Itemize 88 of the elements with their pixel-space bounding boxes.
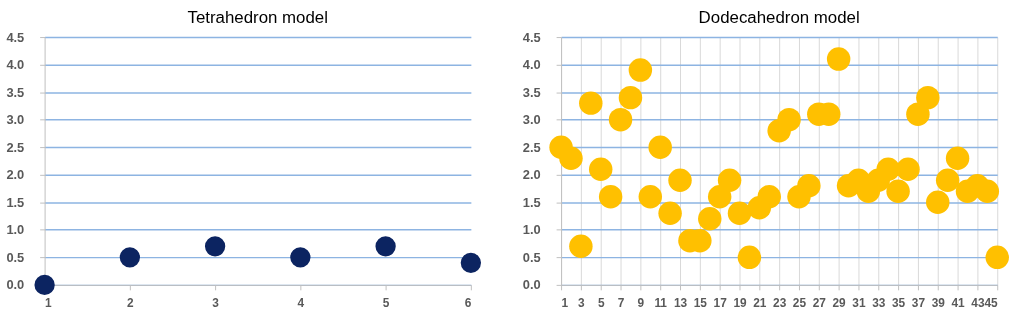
x-tick-label: 23	[773, 296, 787, 311]
x-tick-label: 2	[127, 296, 135, 311]
y-tick-label: 1.0	[522, 222, 541, 238]
point	[290, 247, 311, 268]
x-tick-label: 41	[951, 296, 966, 311]
y-tick-label: 1.5	[522, 194, 541, 210]
y-tick-label: 3.0	[522, 112, 541, 128]
point	[777, 107, 801, 132]
point	[375, 236, 396, 257]
x-tick-label: 5	[597, 296, 605, 311]
point	[985, 245, 1009, 270]
x-tick-label: 39	[931, 296, 946, 311]
x-tick-label: 33	[872, 296, 886, 311]
x-tick-label: 25	[792, 296, 807, 311]
x-tick-label: 29	[832, 296, 847, 311]
y-tick-label: 2.0	[6, 167, 25, 183]
y-tick-label: 3.5	[522, 84, 541, 100]
x-tick-label: 9	[637, 296, 645, 311]
point	[460, 252, 482, 273]
chart-title: Tetrahedron model	[187, 8, 328, 28]
point	[204, 236, 226, 257]
point	[628, 58, 653, 82]
point	[588, 157, 613, 181]
point	[935, 168, 960, 192]
x-tick-label: 17	[713, 296, 728, 311]
x-tick-label: 1	[561, 296, 569, 311]
x-tick-label: 15	[693, 296, 708, 311]
y-tick-label: 3.5	[6, 84, 25, 100]
point	[727, 201, 752, 225]
y-tick-label: 0.0	[6, 277, 25, 293]
point	[579, 91, 603, 115]
point	[34, 274, 55, 296]
y-tick-label: 4.5	[522, 29, 541, 45]
point	[945, 146, 970, 170]
x-tick-label: 4	[297, 296, 305, 311]
x-tick-label: 45	[984, 296, 999, 311]
x-tick-label: 1	[45, 296, 53, 311]
point	[876, 157, 900, 181]
point	[906, 102, 930, 126]
point	[826, 47, 851, 71]
x-tick-label: 13	[673, 296, 688, 311]
point	[658, 201, 682, 225]
y-tick-label: 4.0	[522, 57, 541, 73]
x-tick-label: 37	[911, 296, 926, 311]
x-tick-label: 35	[891, 296, 906, 311]
y-tick-label: 2.5	[6, 139, 25, 155]
point	[598, 185, 623, 209]
y-tick-label: 2.0	[522, 167, 541, 183]
x-tick-label: 31	[852, 296, 866, 311]
y-tick-label: 0.0	[522, 277, 541, 293]
x-tick-label: 43	[971, 296, 985, 311]
x-tick-label: 7	[617, 296, 625, 311]
point	[648, 135, 672, 159]
y-tick-label: 0.5	[6, 249, 25, 265]
point	[559, 146, 583, 170]
point	[569, 234, 593, 259]
point	[608, 107, 633, 132]
x-tick-label: 19	[733, 296, 747, 311]
y-tick-label: 1.0	[6, 222, 25, 238]
point	[668, 168, 692, 192]
x-tick-label: 5	[382, 296, 390, 311]
y-tick-label: 3.0	[6, 112, 25, 128]
point	[797, 174, 821, 198]
y-tick-label: 0.5	[522, 249, 541, 265]
point	[707, 185, 732, 209]
y-tick-label: 4.0	[6, 57, 25, 73]
x-tick-label: 6	[464, 296, 472, 311]
point	[896, 157, 920, 181]
point	[886, 179, 910, 203]
point	[717, 168, 742, 192]
x-tick-label: 11	[654, 296, 668, 311]
x-tick-label: 3	[578, 296, 586, 311]
point	[698, 207, 722, 231]
y-tick-label: 1.5	[6, 194, 25, 210]
x-tick-label: 27	[812, 296, 827, 311]
x-tick-label: 21	[753, 296, 767, 311]
y-tick-label: 4.5	[6, 29, 25, 45]
point	[757, 185, 781, 209]
chart-title: Dodecahedron model	[698, 8, 860, 28]
x-tick-label: 3	[212, 296, 220, 311]
point	[975, 179, 1000, 203]
point	[638, 185, 663, 209]
point	[119, 247, 141, 268]
point	[926, 190, 950, 214]
y-tick-label: 2.5	[522, 139, 541, 155]
point	[618, 85, 643, 110]
point	[737, 245, 762, 270]
point	[916, 85, 940, 110]
